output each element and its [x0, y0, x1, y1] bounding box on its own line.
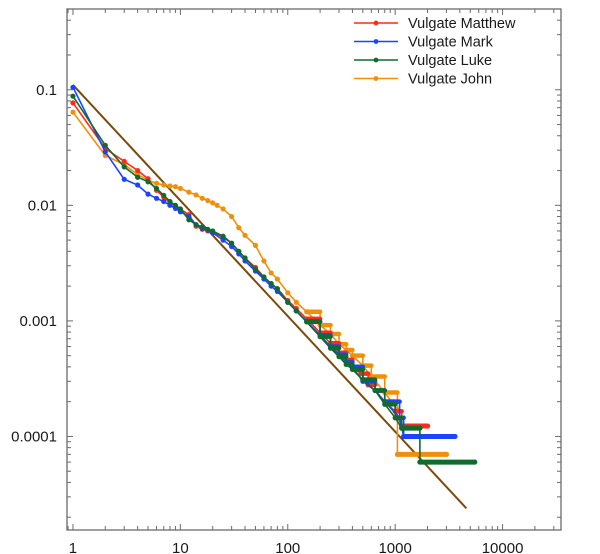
- data-point: [70, 84, 76, 90]
- legend-swatch-marker: [373, 39, 379, 44]
- legend-item: Vulgate Matthew: [354, 16, 516, 32]
- legend-label: Vulgate John: [408, 72, 492, 88]
- legend-label: Vulgate Mark: [408, 35, 494, 51]
- data-point: [121, 164, 127, 170]
- data-point: [261, 274, 267, 280]
- data-point: [252, 242, 259, 248]
- data-point: [172, 202, 179, 208]
- y-tick-label: 0.01: [28, 197, 57, 214]
- plot-area: [70, 84, 478, 509]
- data-point: [214, 202, 220, 208]
- data-point: [293, 299, 299, 305]
- series-vulgate-john: [70, 109, 450, 457]
- data-point: [285, 299, 291, 305]
- legend-label: Vulgate Matthew: [408, 16, 516, 32]
- legend-swatch-marker: [373, 20, 379, 26]
- data-point: [135, 167, 141, 174]
- y-axis: 0.1 0.01 0.001 0.0001: [11, 8, 561, 518]
- data-point: [242, 255, 248, 261]
- data-point: [153, 180, 160, 186]
- data-point: [135, 174, 141, 180]
- plot-frame: [66, 8, 562, 531]
- x-tick-label: 10000: [482, 540, 524, 554]
- data-point: [102, 142, 108, 149]
- data-point: [135, 182, 141, 188]
- data-point: [252, 266, 259, 272]
- data-point: [229, 240, 235, 246]
- data-point: [167, 198, 173, 205]
- data-point: [205, 226, 211, 232]
- data-point: [70, 93, 76, 99]
- data-point: [167, 183, 173, 189]
- legend-item: Vulgate John: [354, 72, 492, 88]
- data-point: [220, 233, 226, 239]
- data-point: [236, 248, 242, 254]
- data-point: [145, 191, 151, 197]
- data-point: [172, 184, 179, 190]
- data-point: [121, 158, 127, 164]
- data-point: [268, 281, 274, 287]
- data-point: [229, 213, 235, 220]
- data-point: [193, 192, 199, 198]
- data-point: [220, 237, 226, 243]
- reference-line: [72, 84, 468, 509]
- x-axis: 1 10 100 1000 10000: [67, 9, 555, 554]
- x-tick-label: 1000: [378, 540, 411, 554]
- data-point: [236, 225, 242, 231]
- x-tick-label: 100: [275, 540, 300, 554]
- data-point: [274, 276, 280, 282]
- series-vulgate-luke: [70, 93, 478, 465]
- data-point: [220, 206, 226, 212]
- data-point: [242, 232, 248, 238]
- legend-item: Vulgate Mark: [354, 35, 494, 51]
- data-point: [70, 100, 76, 106]
- data-point: [261, 258, 267, 264]
- data-point: [274, 286, 280, 292]
- data-point: [186, 217, 192, 223]
- data-point: [121, 176, 127, 182]
- data-point: [210, 228, 216, 234]
- data-point: [70, 109, 76, 115]
- data-point: [153, 195, 160, 201]
- data-point: [285, 290, 291, 296]
- x-tick-label: 10: [172, 540, 189, 554]
- data-point: [153, 185, 160, 192]
- legend-label: Vulgate Luke: [408, 53, 492, 69]
- data-point: [167, 202, 173, 208]
- legend-item: Vulgate Luke: [354, 53, 492, 69]
- y-tick-label: 0.1: [36, 82, 57, 99]
- data-point: [145, 179, 151, 185]
- data-point: [205, 197, 211, 204]
- data-point: [199, 224, 205, 230]
- legend: Vulgate Matthew Vulgate Mark Vulgate Luke V…: [354, 16, 516, 88]
- data-point: [161, 198, 167, 205]
- data-point: [161, 192, 167, 198]
- data-point: [199, 195, 205, 201]
- data-point: [210, 200, 216, 206]
- x-tick-label: 1: [69, 540, 77, 554]
- y-tick-label: 0.001: [19, 313, 57, 330]
- data-point: [186, 189, 192, 195]
- data-point: [193, 222, 199, 228]
- data-point: [268, 270, 274, 276]
- legend-swatch-marker: [373, 57, 379, 63]
- y-tick-label: 0.0001: [11, 428, 57, 445]
- data-point: [177, 185, 183, 192]
- data-point: [161, 182, 167, 188]
- data-point: [293, 308, 299, 314]
- data-point: [102, 149, 108, 155]
- legend-swatch-marker: [373, 76, 379, 81]
- data-point: [177, 206, 183, 212]
